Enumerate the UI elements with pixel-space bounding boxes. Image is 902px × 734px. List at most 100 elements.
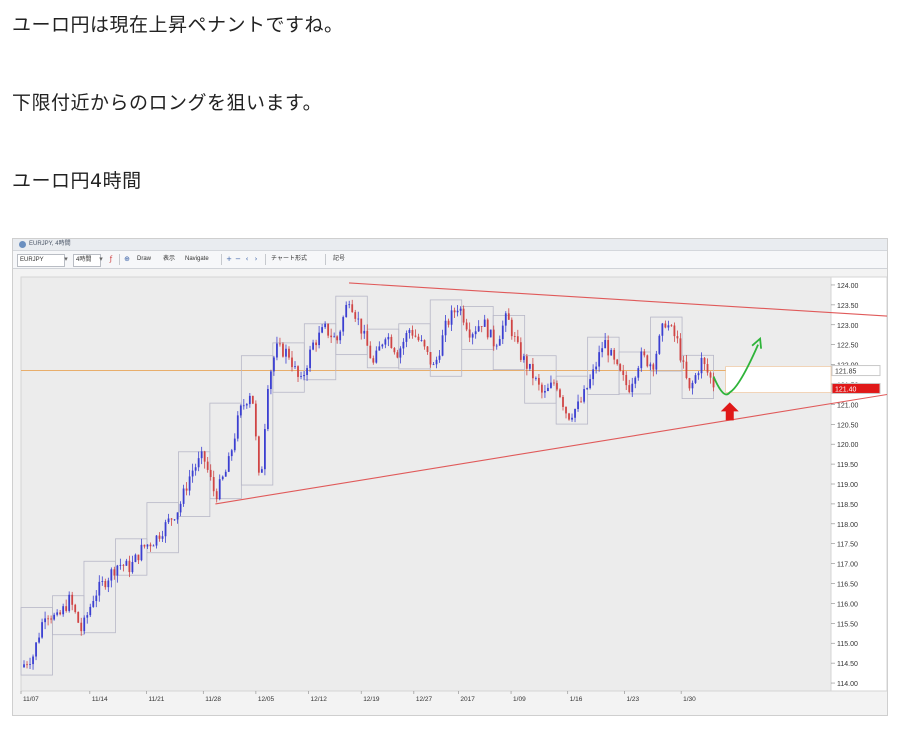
y-tick-label: 114.00 [837, 681, 858, 688]
text-line-2: 下限付近からのロングを狙います。 [12, 92, 323, 114]
zoom-in-icon[interactable]: + [226, 255, 232, 263]
y-tick-label: 120.50 [837, 422, 859, 429]
candle-body [65, 606, 68, 611]
y-tick-label: 123.50 [837, 303, 859, 310]
projection-arrowhead-icon [751, 336, 762, 349]
candle-body [212, 477, 215, 492]
candle-body [378, 346, 381, 351]
candle-body [399, 348, 402, 358]
candle-body [444, 320, 447, 336]
candle-body [411, 329, 414, 336]
candle-body [661, 323, 664, 336]
candle-body [571, 417, 573, 420]
y-tick-label: 118.00 [837, 522, 858, 529]
chart-type-menu[interactable]: チャート形式 [271, 256, 307, 262]
x-tick-label: 2017 [460, 696, 475, 703]
candle-body [366, 330, 369, 346]
candle-body [267, 389, 269, 430]
candle-body [68, 594, 71, 611]
price-zone-box [725, 366, 832, 393]
y-tick-label: 116.50 [837, 582, 858, 589]
zoom-out-icon[interactable]: − [235, 255, 241, 263]
timeframe-select[interactable]: 4時間 [73, 254, 101, 267]
candle-body [604, 340, 607, 349]
candle-body [498, 339, 501, 346]
candle-body [113, 569, 116, 576]
candle-body [387, 336, 390, 340]
candle-body [507, 313, 510, 320]
candle-body [652, 364, 655, 370]
candle-body [291, 357, 293, 368]
y-tick-label: 114.50 [837, 661, 858, 668]
candle-body [547, 387, 549, 391]
candle-body [528, 363, 531, 369]
candle-body [107, 580, 110, 588]
candle-body [89, 606, 92, 616]
candle-body [501, 325, 504, 340]
y-tick-label: 115.00 [837, 641, 858, 648]
candle-body [215, 491, 218, 500]
candle-body [182, 488, 185, 504]
x-tick-label: 12/27 [416, 696, 433, 703]
candle-body [673, 325, 676, 337]
candle-body [589, 379, 591, 389]
candle-body [77, 611, 80, 623]
candle-body [200, 451, 203, 459]
candle-body [396, 352, 399, 358]
candle-body [468, 329, 471, 338]
display-menu[interactable]: 表示 [163, 256, 176, 262]
projection-path [712, 344, 759, 396]
chevron-down-icon[interactable]: ▾ [64, 255, 68, 263]
candle-body [312, 342, 314, 350]
candle-body [613, 349, 616, 360]
y-tick-label: 120.00 [837, 442, 859, 449]
candle-body [176, 512, 179, 520]
candle-body [363, 330, 366, 334]
chart-toolbar: EURJPY ▾ 4時間 ▾ ƒ ⊕ Draw 表示 Navigate + − … [13, 251, 887, 269]
candle-body [98, 581, 101, 596]
candle-body [342, 317, 345, 332]
candle-body [420, 340, 423, 341]
candle-body [134, 554, 137, 562]
y-tick-label: 124.00 [837, 283, 859, 290]
candle-body [104, 581, 107, 588]
candle-body [417, 336, 420, 341]
crosshair-icon[interactable]: ⊕ [124, 255, 130, 263]
chevron-down-icon[interactable]: ▾ [99, 255, 103, 263]
candle-body [116, 565, 119, 576]
x-tick-label: 12/12 [311, 696, 328, 703]
draw-menu[interactable]: Draw [137, 256, 152, 262]
candle-body [137, 554, 140, 561]
candle-body [703, 357, 706, 365]
candle-body [101, 581, 104, 582]
candle-body [179, 503, 182, 513]
symbol-select[interactable]: EURJPY [17, 254, 65, 267]
indicator-menu[interactable]: 記号 [333, 256, 346, 262]
candle-body [580, 401, 582, 403]
navigate-menu[interactable]: Navigate [185, 256, 209, 262]
range-box [115, 538, 148, 576]
scroll-right-icon[interactable]: › [254, 255, 258, 263]
candle-body [607, 340, 610, 356]
y-tick-label: 116.00 [837, 601, 858, 608]
candle-body [477, 326, 480, 332]
candle-body [709, 372, 712, 378]
candle-body [164, 522, 167, 537]
scroll-left-icon[interactable]: ‹ [245, 255, 249, 263]
app-logo-icon [19, 241, 26, 248]
x-tick-label: 1/30 [683, 696, 696, 703]
candle-body [270, 371, 272, 390]
x-tick-label: 11/28 [205, 696, 221, 703]
candle-body [282, 343, 284, 357]
candle-body [318, 332, 320, 346]
candle-body [372, 358, 375, 363]
candle-body [50, 618, 53, 620]
candle-body [354, 312, 357, 319]
candle-body [562, 397, 564, 407]
candle-body [206, 461, 209, 470]
candle-body [149, 544, 152, 547]
candle-body [405, 332, 408, 342]
candle-body [643, 351, 646, 356]
indicator-icon[interactable]: ƒ [109, 255, 113, 263]
range-box [240, 355, 274, 486]
